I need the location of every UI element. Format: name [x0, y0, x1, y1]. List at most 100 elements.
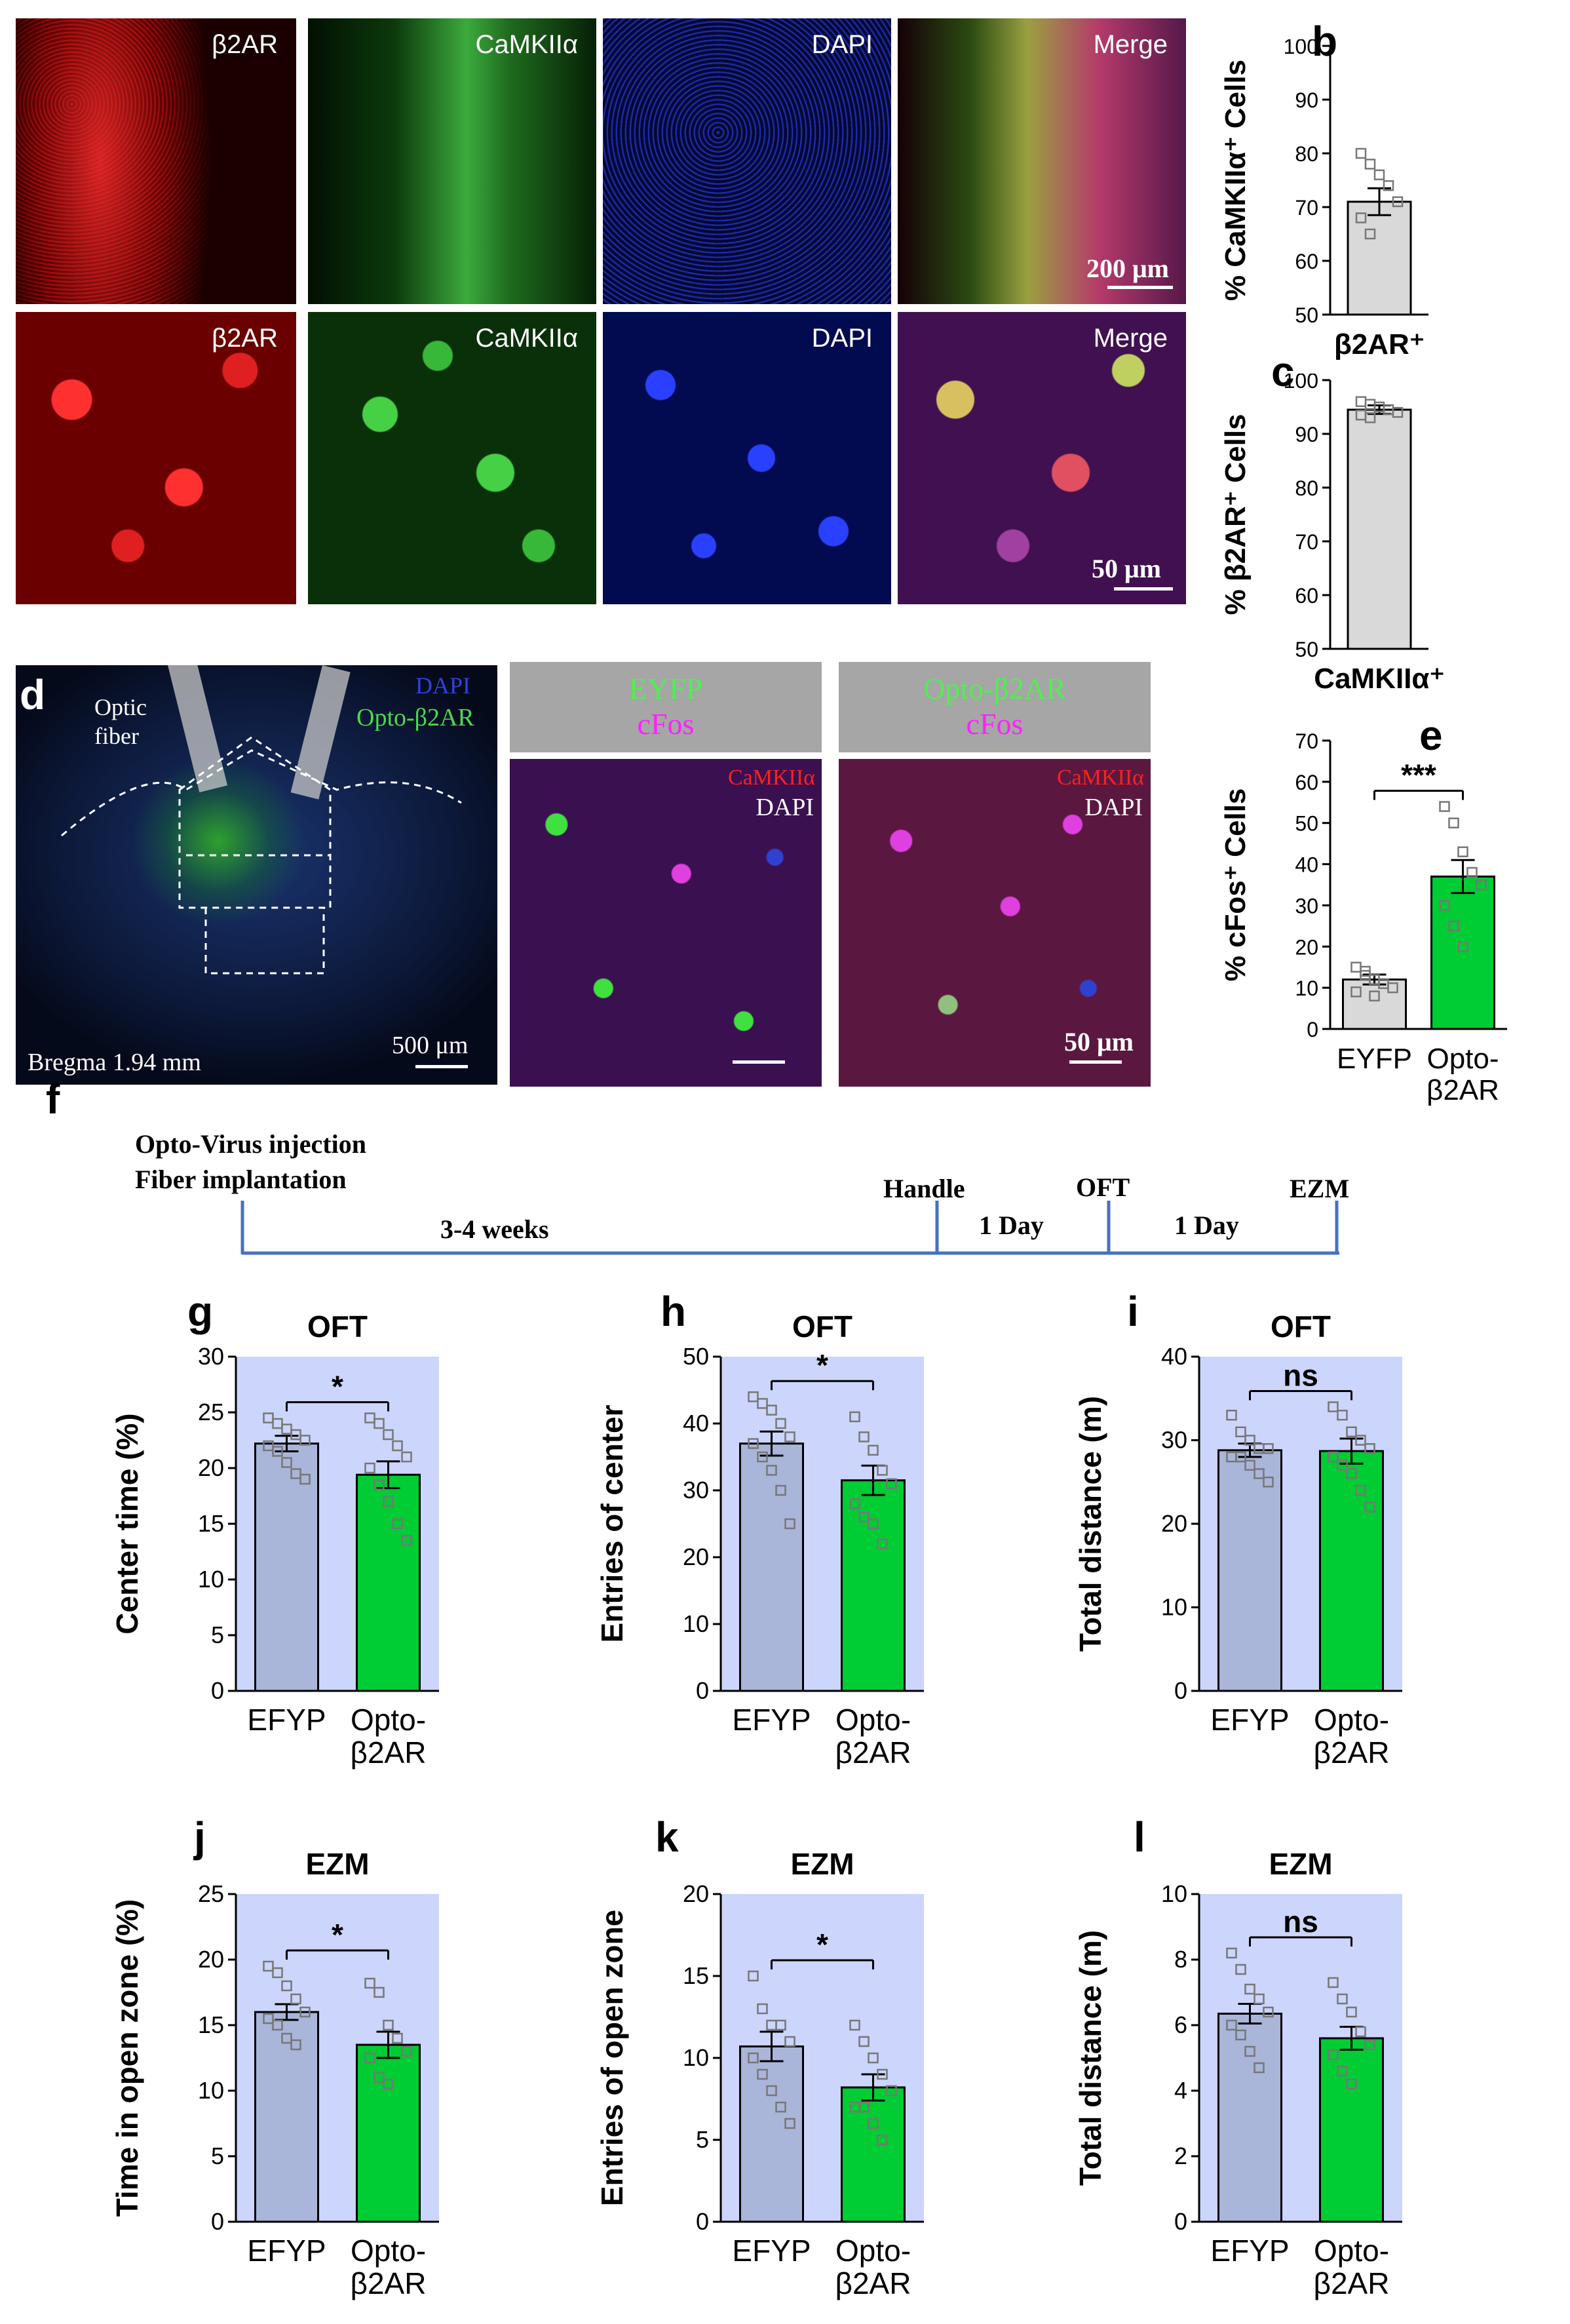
category-label: Opto- [1426, 1043, 1499, 1075]
data-point [748, 1970, 759, 1982]
data-point [775, 2019, 786, 2031]
category-label: β2AR [1314, 2266, 1390, 2300]
data-point [1364, 398, 1376, 410]
data-point [766, 1404, 777, 1416]
data-point [1392, 196, 1404, 208]
scale-bar-50 [1114, 587, 1173, 591]
y-tick-label: 5 [696, 2126, 709, 2153]
data-point [1369, 990, 1380, 1001]
y-tick-label: 80 [1295, 142, 1318, 166]
label-b2ar-top: β2AR [212, 30, 278, 59]
data-point [1439, 900, 1450, 911]
data-point [392, 1440, 403, 1452]
data-point [1328, 2049, 1339, 2061]
panel-letter-f: f [46, 1075, 60, 1123]
category-label: Opto- [1314, 2234, 1389, 2268]
panel-letter-c: c [1271, 348, 1295, 395]
bar [1217, 1449, 1282, 1692]
panel-letter-k: k [655, 1813, 679, 1861]
y-tick-label: 5 [211, 2142, 224, 2169]
micrograph-dapi-low: DAPI [603, 18, 891, 304]
data-point [757, 2068, 768, 2080]
data-point [868, 2052, 879, 2064]
bar [841, 2086, 906, 2223]
y-axis-label: Total distance (m) [1073, 1930, 1107, 2186]
data-point [1235, 1964, 1246, 1975]
data-point [784, 2118, 795, 2129]
chart-title: OFT [307, 1309, 368, 1344]
data-point [858, 2036, 870, 2047]
data-point [373, 1479, 385, 1490]
y-tick-label: 0 [1174, 1677, 1187, 1704]
data-point [1439, 801, 1450, 812]
data-point [1350, 986, 1362, 997]
micrograph-dapi-high: DAPI [603, 312, 891, 604]
data-point [1364, 228, 1376, 240]
y-tick-label: 8 [1174, 1946, 1187, 1973]
data-point [1355, 147, 1367, 159]
data-point [364, 1462, 375, 1474]
label-camk-bottom: CaMKIIα [475, 324, 578, 353]
data-point [1360, 965, 1371, 977]
data-point [849, 1498, 860, 1509]
panel-letter-j: j [194, 1813, 206, 1861]
data-point [1355, 396, 1367, 408]
data-point [748, 1438, 759, 1449]
y-tick-label: 10 [1161, 1880, 1187, 1907]
data-point [1373, 169, 1385, 181]
data-point [1457, 941, 1468, 952]
y-tick-label: 0 [1307, 1018, 1318, 1041]
panel-letter-i: i [1127, 1288, 1139, 1335]
scale-label-50: 50 μm [1092, 554, 1161, 583]
bregma-label: Bregma 1.94 mm [28, 1049, 201, 1076]
y-tick-label: 10 [683, 1610, 709, 1637]
data-point [263, 2013, 274, 2024]
data-point [757, 1398, 768, 1409]
data-point [401, 1451, 412, 1463]
sig-label: *** [1401, 758, 1436, 792]
data-point [886, 2085, 897, 2097]
data-point [1448, 920, 1459, 932]
data-point [1355, 2026, 1366, 2038]
micrograph-camk-high: CaMKIIα [308, 312, 596, 604]
y-axis-label: Total distance (m) [1073, 1396, 1107, 1652]
data-point [364, 2052, 375, 2064]
bar [1217, 2013, 1282, 2223]
y-tick-label: 10 [198, 1566, 224, 1593]
y-tick-label: 30 [198, 1343, 224, 1370]
y-tick-label: 40 [1161, 1343, 1187, 1370]
y-tick-label: 60 [1295, 584, 1318, 608]
data-point [1457, 846, 1468, 857]
data-point [272, 1967, 283, 1979]
category-label: EFYP [247, 2234, 326, 2268]
data-point [1254, 1993, 1265, 2005]
y-tick-label: 10 [1295, 977, 1318, 1000]
category-label: Opto- [835, 1703, 911, 1737]
y-tick-label: 20 [683, 1880, 709, 1907]
y-tick-label: 4 [1174, 2077, 1187, 2104]
sig-label: * [816, 1927, 828, 1962]
data-point [1254, 1468, 1265, 1479]
bar [739, 2045, 804, 2223]
chart-title: OFT [1271, 1309, 1331, 1344]
data-point [392, 1518, 403, 1530]
y-tick-label: 40 [683, 1410, 709, 1437]
data-point [1476, 879, 1487, 891]
y-tick-label: 25 [198, 1880, 224, 1907]
data-point [1328, 1977, 1339, 1988]
chart-h: 0 10 20 30 40 50 Entries of center OFT EFYP Opto-… [595, 1309, 924, 1770]
y-tick-label: 10 [198, 2077, 224, 2104]
y-tick-label: 15 [683, 1962, 709, 1989]
category-label: β2AR [1426, 1074, 1499, 1106]
data-point [1263, 1443, 1274, 1454]
category-label: EFYP [732, 1703, 811, 1737]
y-tick-label: 70 [1295, 196, 1318, 220]
y-axis-label: Entries of center [595, 1404, 629, 1642]
data-point [299, 2006, 311, 2018]
micrograph-camk-low: CaMKIIα [308, 18, 596, 304]
y-tick-label: 70 [1295, 729, 1318, 753]
chart-e: 0 10 20 30 40 50 60 70 % cFos⁺ Cells EYFP Opto-β2A… [1219, 729, 1507, 1106]
y-tick-label: 20 [198, 1454, 224, 1481]
bar [841, 1479, 906, 1692]
timeline-handle: Handle [883, 1174, 965, 1203]
